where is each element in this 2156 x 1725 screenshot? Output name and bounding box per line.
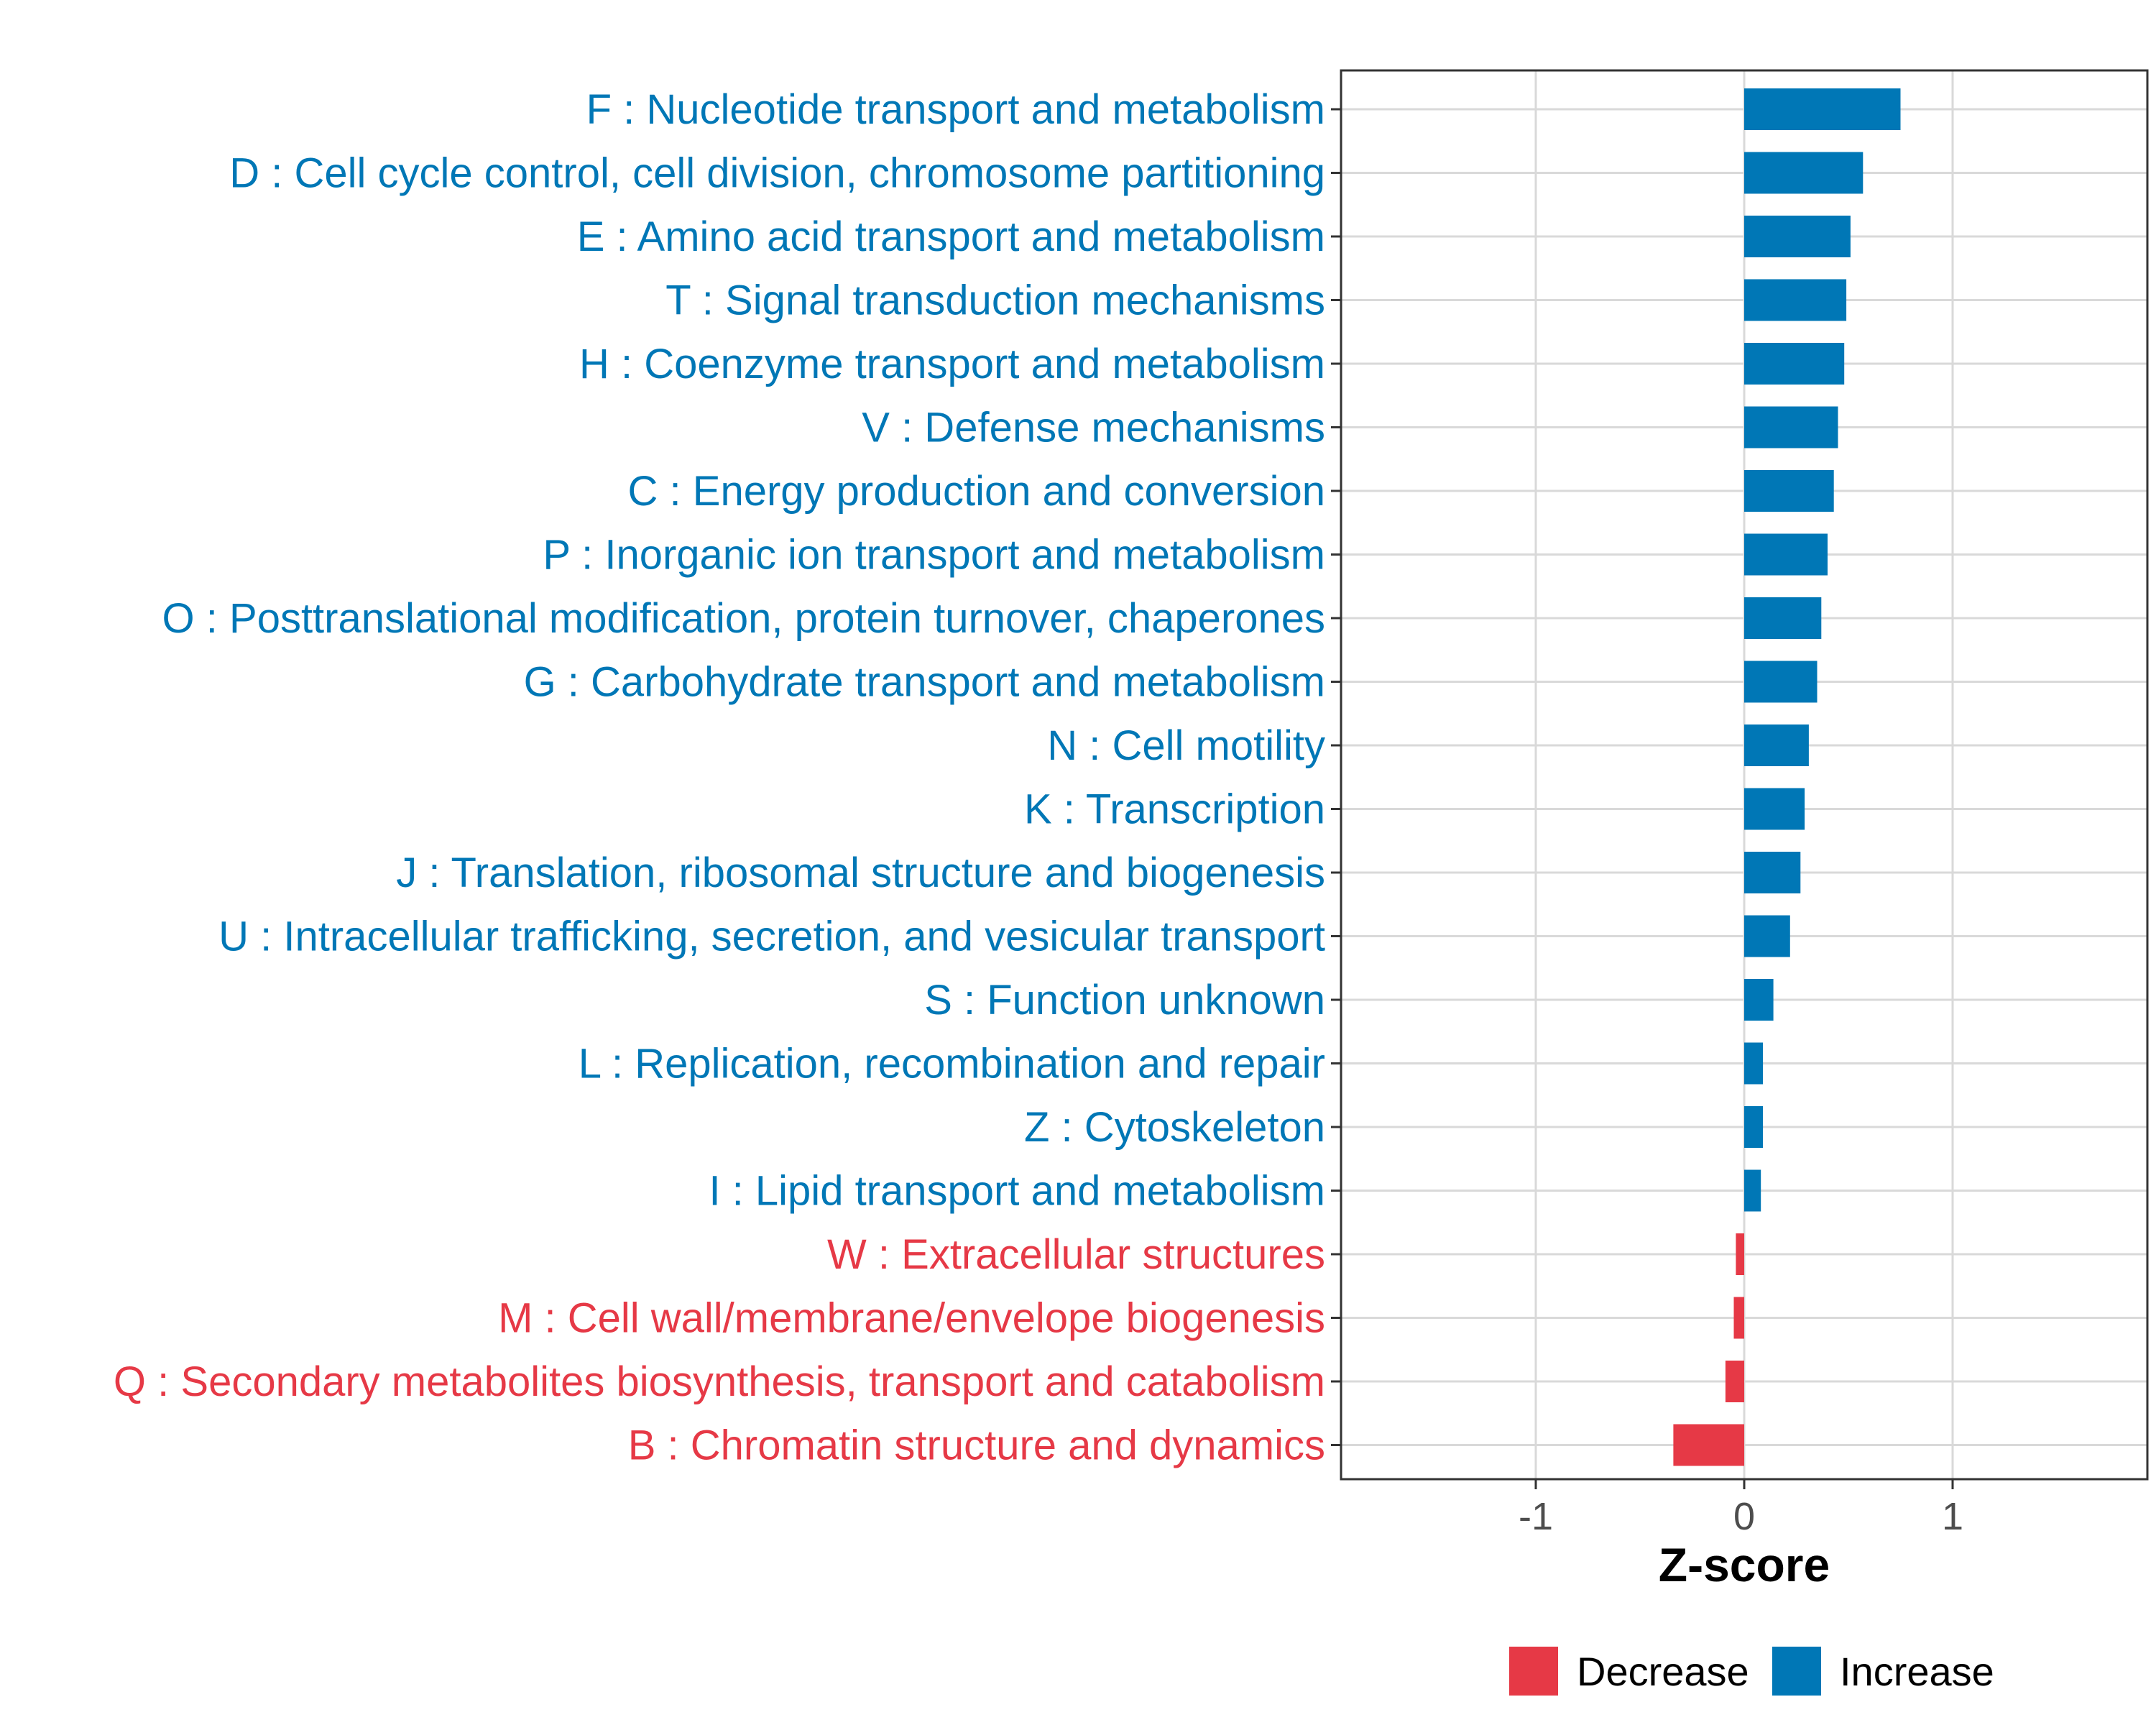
legend: Decrease Increase [1509,1647,1994,1696]
category-label: U : Intracellular trafficking, secretion… [218,914,1325,960]
category-label: L : Replication, recombination and repai… [579,1041,1325,1087]
bar-increase [1744,470,1834,512]
category-label: I : Lipid transport and metabolism [709,1168,1325,1215]
category-label: E : Amino acid transport and metabolism [577,213,1325,260]
bar-increase [1744,1106,1764,1148]
category-labels: F : Nucleotide transport and metabolism D… [114,86,1325,1469]
category-label: M : Cell wall/membrane/envelope biogenes… [498,1295,1325,1342]
legend-swatch-increase [1772,1647,1821,1696]
bar-increase [1744,979,1774,1021]
legend-label-increase: Increase [1840,1649,1994,1694]
category-label: Q : Secondary metabolites biosynthesis, … [114,1358,1325,1405]
bar-decrease [1736,1233,1744,1275]
category-label: N : Cell motility [1047,722,1325,769]
category-label: Z : Cytoskeleton [1024,1104,1325,1151]
bar-decrease [1673,1424,1744,1466]
bar-increase [1744,216,1851,257]
category-label: T : Signal transduction mechanisms [665,277,1325,324]
bar-increase [1744,406,1838,448]
category-label: F : Nucleotide transport and metabolism [586,86,1325,133]
category-label: S : Function unknown [924,977,1325,1024]
bar-increase [1744,724,1809,766]
bar-increase [1744,88,1901,130]
bar-increase [1744,661,1818,703]
category-label: C : Energy production and conversion [628,468,1325,515]
category-label: H : Coenzyme transport and metabolism [579,341,1325,387]
bar-increase [1744,1169,1761,1212]
category-label: G : Carbohydrate transport and metabolis… [524,659,1325,706]
x-axis-title: Z-score [1659,1538,1830,1591]
x-axis-ticks: -1 0 1 [1519,1479,1963,1538]
category-label: J : Translation, ribosomal structure and… [396,850,1325,896]
x-tick-label: 0 [1733,1495,1755,1538]
legend-label-decrease: Decrease [1577,1649,1749,1694]
bar-increase [1744,533,1828,576]
bars [1673,88,1901,1466]
category-label: W : Extracellular structures [827,1231,1325,1278]
bar-decrease [1733,1297,1744,1339]
y-axis-ticks [1331,108,1341,1446]
bar-increase [1744,279,1847,321]
legend-swatch-decrease [1509,1647,1558,1696]
category-label: K : Transcription [1024,786,1325,833]
category-label: V : Defense mechanisms [862,405,1325,451]
x-tick-label: 1 [1942,1495,1963,1538]
bar-increase [1744,1042,1764,1085]
bar-decrease [1725,1361,1744,1402]
bar-increase [1744,343,1845,385]
bar-increase [1744,788,1805,830]
bar-increase [1744,852,1801,893]
category-label: D : Cell cycle control, cell division, c… [229,150,1325,197]
category-label: B : Chromatin structure and dynamics [628,1422,1325,1469]
category-label: O : Posttranslational modification, prot… [162,595,1325,642]
category-label: P : Inorganic ion transport and metaboli… [543,532,1325,579]
bar-increase [1744,915,1790,957]
bar-increase [1744,152,1864,194]
bar-increase [1744,597,1822,639]
x-tick-label: -1 [1519,1495,1553,1538]
